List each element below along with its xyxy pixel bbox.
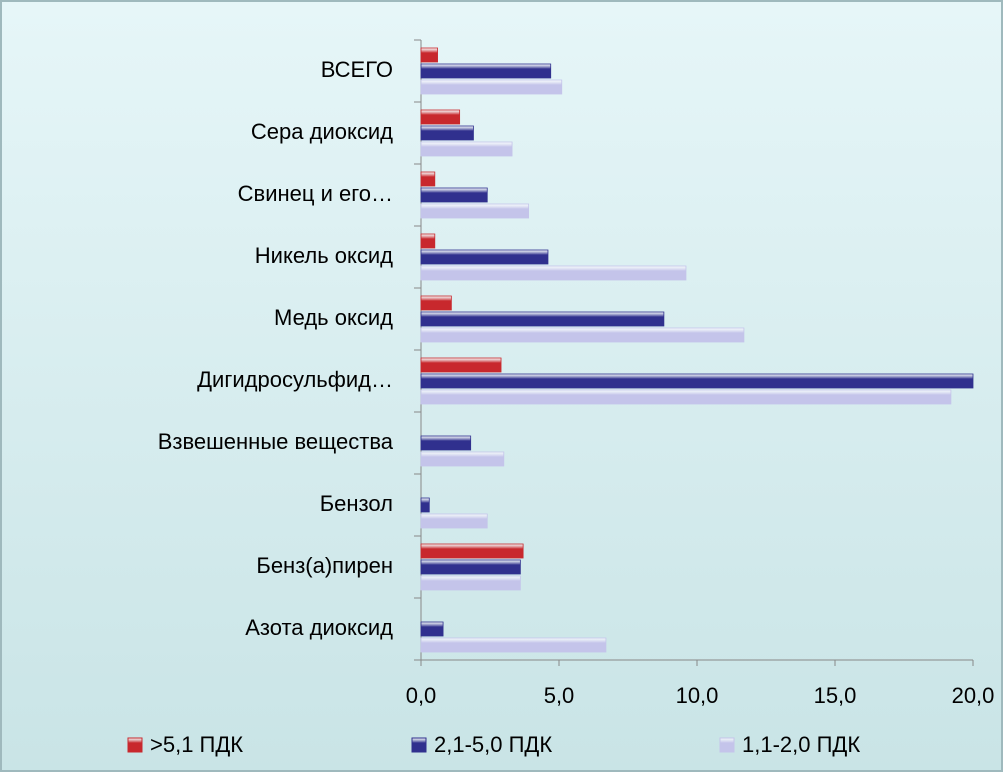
bar: [420, 637, 607, 653]
bar: [420, 357, 502, 373]
legend-label: >5,1 ПДК: [150, 732, 243, 757]
x-tick-label: 5,0: [544, 683, 575, 708]
y-tick-label: Бенз(а)пирен: [256, 553, 393, 578]
y-tick-label: Азота диоксид: [245, 615, 393, 640]
x-tick-label: 15,0: [814, 683, 857, 708]
bar: [420, 265, 687, 281]
bar: [420, 575, 521, 591]
bar: [420, 233, 436, 249]
legend-swatch: [411, 737, 427, 753]
x-tick-label: 20,0: [952, 683, 995, 708]
bar: [420, 109, 461, 125]
bar: [420, 451, 505, 467]
bar: [420, 497, 430, 513]
legend-swatch: [127, 737, 143, 753]
bar: [420, 187, 488, 203]
y-tick-label: Бензол: [320, 491, 393, 516]
bar: [420, 295, 452, 311]
y-tick-label: Никель оксид: [255, 243, 393, 268]
y-tick-label: Дигидросульфид…: [197, 367, 393, 392]
bar: [420, 171, 436, 187]
y-tick-label: Взвешенные вещества: [158, 429, 394, 454]
y-tick-label: Свинец и его…: [238, 181, 393, 206]
legend-label: 2,1-5,0 ПДК: [434, 732, 552, 757]
legend-label: 1,1-2,0 ПДК: [742, 732, 860, 757]
bar: [420, 249, 549, 265]
bar: [420, 327, 745, 343]
y-tick-label: Медь оксид: [274, 305, 393, 330]
bar: [420, 389, 952, 405]
y-tick-label: ВСЕГО: [321, 57, 393, 82]
bar: [420, 79, 563, 95]
y-tick-label: Сера диоксид: [251, 119, 393, 144]
bar: [420, 559, 521, 575]
bar: [420, 141, 513, 157]
bar: [420, 373, 974, 389]
bar: [420, 621, 444, 637]
bar: [420, 435, 472, 451]
bar: [420, 543, 524, 559]
bar: [420, 203, 530, 219]
bar: [420, 125, 474, 141]
x-tick-label: 10,0: [676, 683, 719, 708]
legend-swatch: [719, 737, 735, 753]
bar: [420, 63, 552, 79]
bar: [420, 513, 488, 529]
bar: [420, 311, 665, 327]
bar: [420, 47, 438, 63]
x-tick-label: 0,0: [406, 683, 437, 708]
